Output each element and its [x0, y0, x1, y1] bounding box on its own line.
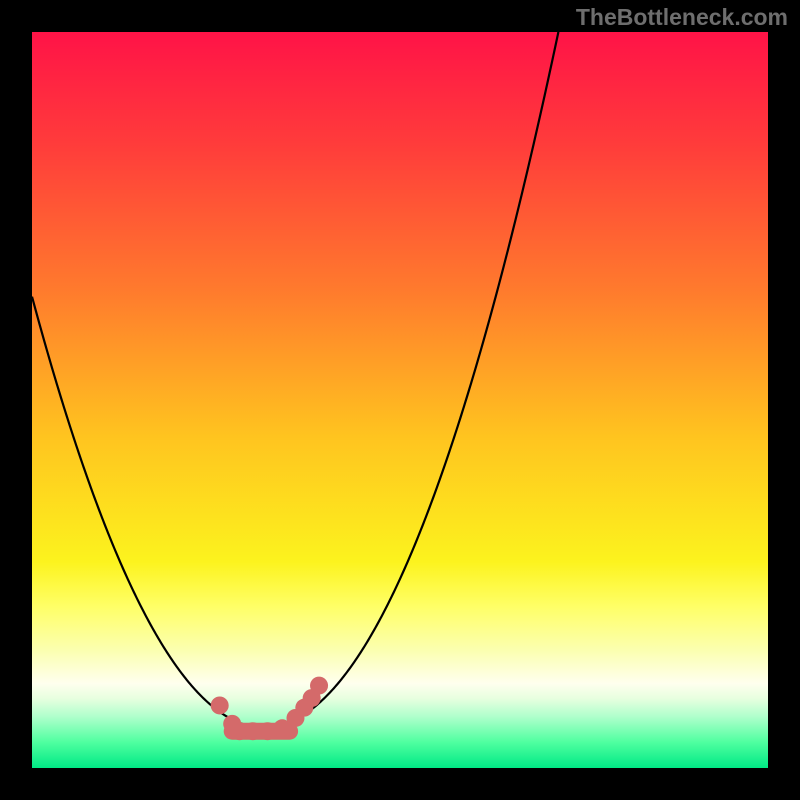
gradient-background: [32, 32, 768, 768]
watermark-text: TheBottleneck.com: [576, 4, 788, 31]
chart-frame: TheBottleneck.com: [0, 0, 800, 800]
marker-dot: [211, 696, 229, 714]
marker-dot: [310, 677, 328, 695]
bottleneck-curve-chart: [32, 32, 768, 768]
